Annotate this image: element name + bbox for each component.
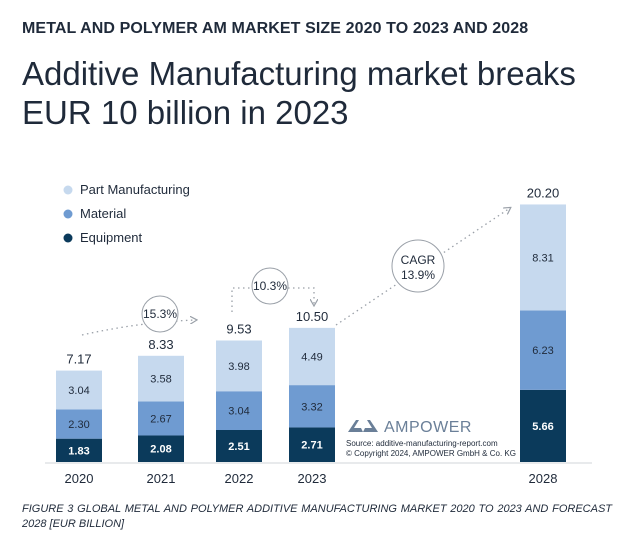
segment-label-2020-material: 2.30 xyxy=(68,419,89,431)
x-tick-label-2022: 2022 xyxy=(225,471,254,486)
bar-2020-part-manufacturing xyxy=(56,370,102,410)
legend-label-part-manufacturing: Part Manufacturing xyxy=(80,182,190,197)
stacked-bar-chart: Part Manufacturing Material Equipment 1.83… xyxy=(45,182,592,486)
x-tick-label-2020: 2020 xyxy=(65,471,94,486)
bar-2020-equipment xyxy=(56,438,102,462)
bar-2022-part-manufacturing xyxy=(216,340,262,392)
bar-2023-part-manufacturing xyxy=(289,327,335,386)
bar-2022-material xyxy=(216,391,262,430)
segment-label-2022-material: 3.04 xyxy=(228,406,249,418)
segment-label-2028-equipment: 5.66 xyxy=(532,421,553,433)
bar-2021-equipment xyxy=(138,435,184,462)
segment-label-2023-equipment: 2.71 xyxy=(301,440,322,452)
growth-arrow-2020-2021 xyxy=(81,320,196,336)
segment-label-2021-part-manufacturing: 3.58 xyxy=(150,374,171,386)
bar-2028-equipment xyxy=(520,389,566,462)
segment-label-2028-part-manufacturing: 8.31 xyxy=(532,252,553,264)
x-tick-label-2021: 2021 xyxy=(147,471,176,486)
bar-2020-material xyxy=(56,409,102,439)
cagr-2023-2028-text-2: 13.9% xyxy=(401,268,435,282)
legend-label-material: Material xyxy=(80,206,126,221)
brand-name: AMPOWER xyxy=(384,419,472,436)
x-tick-label-2023: 2023 xyxy=(298,471,327,486)
total-label-2020: 7.17 xyxy=(66,352,91,367)
segment-label-2022-part-manufacturing: 3.98 xyxy=(228,361,249,373)
bar-2023-equipment xyxy=(289,427,335,462)
legend-label-equipment: Equipment xyxy=(80,230,143,245)
ampower-logo-icon xyxy=(348,420,378,432)
bar-2021-material xyxy=(138,401,184,436)
growth-rate-2022-2023-text-1: 10.3% xyxy=(253,279,287,293)
total-label-2021: 8.33 xyxy=(148,337,173,352)
bar-2021-part-manufacturing xyxy=(138,355,184,402)
segment-label-2021-equipment: 2.08 xyxy=(150,444,171,456)
segment-label-2023-material: 3.32 xyxy=(301,401,322,413)
growth-rate-2020-2021-text-1: 15.3% xyxy=(143,307,177,321)
title-line-1: Additive Manufacturing market breaks xyxy=(22,55,576,92)
figure-caption: FIGURE 3 GLOBAL METAL AND POLYMER ADDITI… xyxy=(22,503,612,530)
page-kicker: METAL AND POLYMER AM MARKET SIZE 2020 TO… xyxy=(22,20,529,37)
bar-2028-part-manufacturing xyxy=(520,204,566,311)
cagr-2023-2028-circle xyxy=(391,239,445,293)
total-label-2028: 20.20 xyxy=(527,185,560,200)
bar-2023-material xyxy=(289,385,335,428)
segment-label-2021-material: 2.67 xyxy=(150,413,171,425)
segment-label-2022-equipment: 2.51 xyxy=(228,441,249,453)
cagr-2023-2028-text-1: CAGR xyxy=(401,253,436,267)
segment-label-2023-part-manufacturing: 4.49 xyxy=(301,351,322,363)
bar-2028-material xyxy=(520,310,566,390)
segment-label-2028-material: 6.23 xyxy=(532,345,553,357)
x-tick-label-2028: 2028 xyxy=(529,471,558,486)
legend-marker-equipment xyxy=(63,233,73,243)
total-label-2022: 9.53 xyxy=(226,321,251,336)
legend-marker-material xyxy=(63,209,73,219)
segment-label-2020-part-manufacturing: 3.04 xyxy=(68,385,89,397)
page-title: Additive Manufacturing market breaks EUR… xyxy=(22,54,622,132)
brand-source: Source: additive-manufacturing-report.co… xyxy=(346,439,516,459)
growth-rate-2020-2021-circle xyxy=(141,295,179,333)
bar-2022-equipment xyxy=(216,429,262,462)
growth-rate-2022-2023-circle xyxy=(251,267,289,305)
total-label-2023: 10.50 xyxy=(296,309,329,324)
title-line-2: EUR 10 billion in 2023 xyxy=(22,94,349,131)
source-line: Source: additive-manufacturing-report.co… xyxy=(346,439,498,448)
legend-marker-part-manufacturing xyxy=(63,185,73,195)
copyright-line: © Copyright 2024, AMPOWER GmbH & Co. KG xyxy=(346,449,516,458)
segment-label-2020-equipment: 1.83 xyxy=(68,445,89,457)
